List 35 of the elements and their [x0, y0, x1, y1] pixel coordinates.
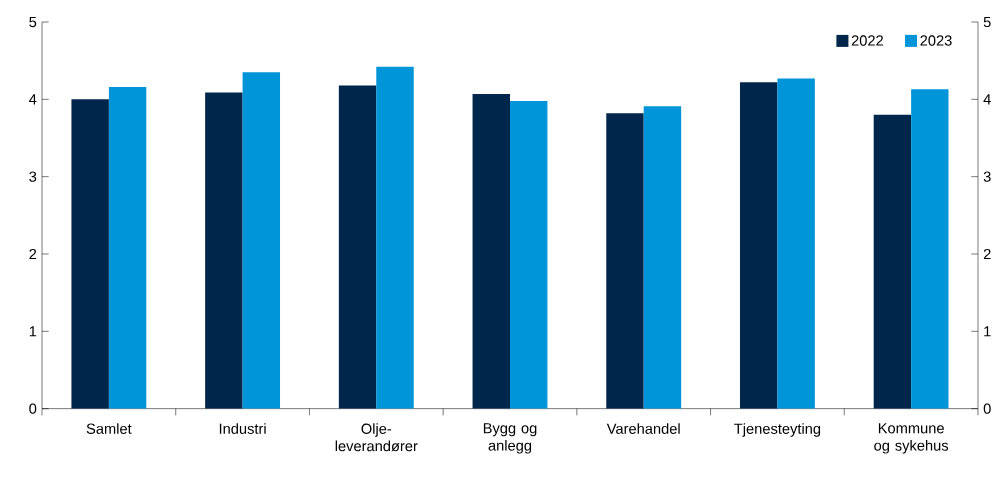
y-tick-label: 1 [984, 326, 991, 337]
bar [71, 99, 109, 409]
y2-tick-label: 5 [29, 16, 37, 28]
bar [376, 66, 414, 409]
x-tick-label: Industri [219, 423, 266, 434]
legend-label: 2023 [920, 35, 952, 46]
bar [205, 92, 243, 409]
legend-label: 2022 [851, 35, 883, 46]
bar [911, 89, 949, 409]
x-tick-label: Samlet [86, 423, 132, 434]
y2-tick-label: 4 [29, 94, 37, 105]
y2-tick-label: 2 [29, 248, 37, 260]
x-tick-label: Tjenesteyting [734, 423, 821, 437]
y2-tick-label: 1 [29, 326, 37, 337]
x-tick-label: Bygg og anlegg [483, 423, 537, 454]
x-tick-label: Olje-leverandører [335, 423, 418, 452]
y-tick-label: 2 [983, 248, 991, 260]
x-tick-label: Varehandel [606, 423, 680, 434]
bar [873, 114, 912, 409]
bar [242, 72, 281, 409]
bar [643, 106, 682, 409]
y-tick-label: 4 [983, 94, 991, 105]
y-tick-label: 0 [983, 403, 991, 414]
y2-tick-label: 0 [29, 403, 37, 414]
x-tick-label: Kommune og sykehus [874, 423, 949, 454]
bar [108, 86, 147, 409]
bar [338, 85, 377, 409]
y-tick-label: 3 [983, 171, 991, 182]
bar [606, 113, 644, 409]
y2-tick-label: 3 [29, 171, 37, 182]
bar [510, 100, 548, 409]
bar [777, 78, 815, 409]
y-tick-label: 5 [983, 16, 991, 28]
bar [472, 93, 510, 409]
bar [739, 82, 778, 409]
